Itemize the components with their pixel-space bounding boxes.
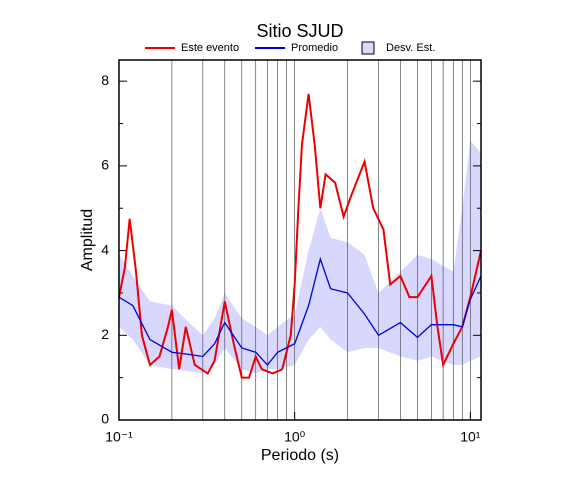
x-tick-label: 10¹ xyxy=(460,429,481,445)
y-tick-label: 2 xyxy=(101,326,109,342)
y-tick-label: 0 xyxy=(101,411,109,427)
legend-swatch xyxy=(361,41,375,55)
chart-title: Sitio SJUD xyxy=(256,21,343,41)
plot-frame xyxy=(118,59,482,421)
x-axis-label: Periodo (s) xyxy=(261,447,339,464)
x-tick-label: 10⁰ xyxy=(284,429,306,445)
series-line xyxy=(118,93,482,379)
legend-label: Promedio xyxy=(291,42,338,54)
y-tick-label: 6 xyxy=(101,157,109,173)
x-tick-label: 10⁻¹ xyxy=(105,429,133,445)
y-tick-label: 8 xyxy=(101,72,109,88)
std-band xyxy=(119,140,481,374)
y-tick-label: 4 xyxy=(101,241,109,257)
y-axis-label: Amplitud xyxy=(79,209,96,271)
legend-label: Este evento xyxy=(181,42,239,54)
series-line xyxy=(118,256,482,366)
legend-label: Desv. Est. xyxy=(386,42,435,54)
